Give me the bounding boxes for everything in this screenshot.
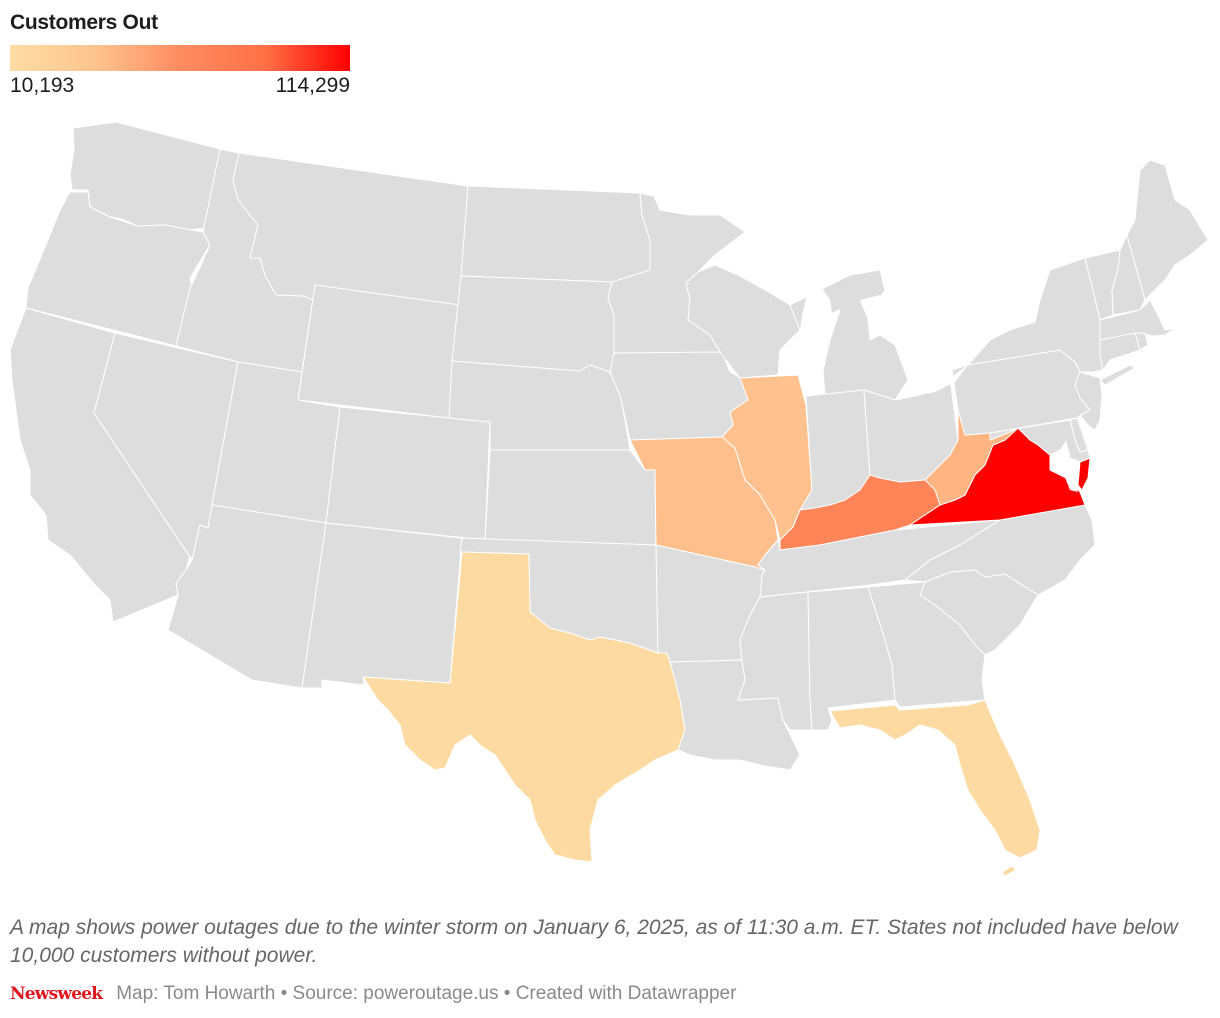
state-new-jersey[interactable] [1074,371,1103,431]
state-long-island [1099,364,1136,386]
legend-min-label: 10,193 [10,74,75,97]
state-virginia-eastern-shore [1077,457,1091,491]
state-oregon[interactable] [25,191,211,348]
state-south-dakota[interactable] [451,275,615,373]
state-wyoming[interactable] [297,284,461,419]
chesapeake-bay [1060,440,1078,492]
state-north-dakota[interactable] [460,185,651,283]
legend-gradient-bar [10,45,350,71]
state-florida-keys [1001,865,1017,877]
newsweek-logo[interactable]: Newsweek [10,984,103,1004]
footer-credits: Map: Tom Howarth • Source: poweroutage.u… [116,983,737,1004]
lake-superior [720,185,880,232]
map-notes: A map shows power outages due to the win… [10,916,1178,967]
state-tennessee[interactable] [757,519,1001,598]
state-north-carolina[interactable] [904,504,1096,596]
legend-labels: 10,193 114,299 [10,73,350,99]
state-new-mexico[interactable] [301,522,463,689]
state-texas[interactable] [362,551,686,863]
state-wisconsin[interactable] [685,264,801,379]
color-legend: Customers Out 10,193 114,299 [10,10,350,99]
state-nebraska[interactable] [448,360,631,451]
lake-huron [860,295,895,340]
state-kansas[interactable] [484,449,657,546]
legend-title: Customers Out [10,11,158,34]
state-maine[interactable] [1126,159,1209,301]
state-colorado[interactable] [325,406,491,541]
state-rhode-island[interactable] [1134,332,1149,351]
legend-max-label: 114,299 [275,74,350,97]
us-states-map [0,110,1220,890]
state-iowa[interactable] [609,351,749,441]
lake-michigan [798,285,833,390]
state-florida[interactable] [829,699,1041,859]
footer: Newsweek Map: Tom Howarth • Source: powe… [10,983,736,1005]
state-connecticut[interactable] [1099,332,1141,371]
